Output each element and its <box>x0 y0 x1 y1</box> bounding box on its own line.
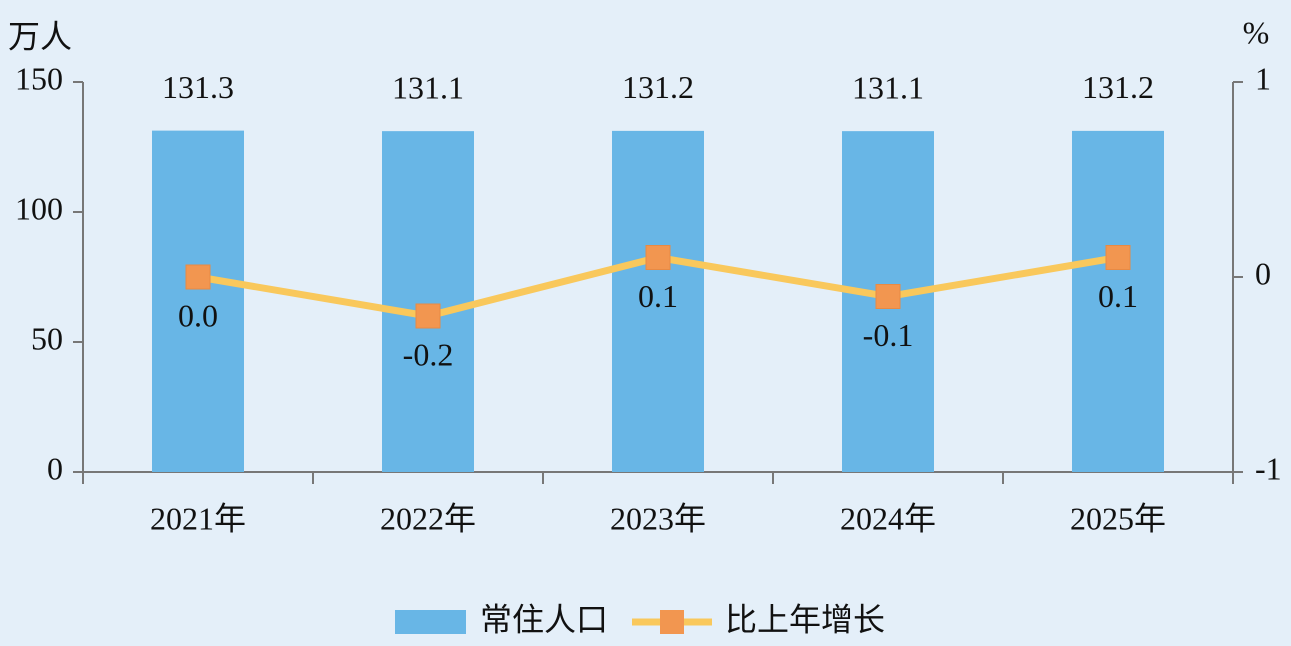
bar <box>382 131 474 472</box>
legend-swatch <box>395 610 466 634</box>
line-marker <box>185 264 211 290</box>
bar <box>152 130 244 472</box>
y-tick-label: 150 <box>15 60 63 96</box>
bar-value-label: 131.1 <box>392 69 464 105</box>
bar <box>1072 130 1164 472</box>
legend-label: 常住人口 <box>480 601 608 637</box>
y-tick-label: 50 <box>31 320 63 356</box>
legend-marker <box>660 610 684 634</box>
bar-value-label: 131.2 <box>622 69 694 105</box>
x-tick-label: 2024年 <box>840 500 936 536</box>
x-tick-label: 2022年 <box>380 500 476 536</box>
line-marker <box>875 284 901 309</box>
line-value-label: -0.1 <box>863 317 914 353</box>
x-tick-label: 2023年 <box>610 500 706 536</box>
y2-axis-label: % <box>1243 14 1270 50</box>
line-marker <box>1105 245 1131 270</box>
line-value-label: 0.1 <box>1098 278 1138 314</box>
x-tick-label: 2021年 <box>150 500 246 536</box>
x-tick-label: 2025年 <box>1070 500 1166 536</box>
y-axis-label: 万人 <box>8 18 72 54</box>
y-tick-label: 100 <box>15 190 63 226</box>
line-value-label: 0.0 <box>178 297 218 333</box>
line-value-label: -0.2 <box>403 336 454 372</box>
y2-tick-label: 0 <box>1255 255 1271 291</box>
legend-label: 比上年增长 <box>725 601 885 637</box>
bar <box>612 130 704 472</box>
bar-value-label: 131.1 <box>852 69 924 105</box>
y-tick-label: 0 <box>47 450 63 486</box>
y2-tick-label: 1 <box>1255 60 1271 96</box>
line-marker <box>415 303 441 329</box>
y2-tick-label: -1 <box>1255 450 1282 486</box>
bar-value-label: 131.2 <box>1082 69 1154 105</box>
line-value-label: 0.1 <box>638 278 678 314</box>
line-marker <box>645 245 671 270</box>
bar-value-label: 131.3 <box>162 69 234 105</box>
